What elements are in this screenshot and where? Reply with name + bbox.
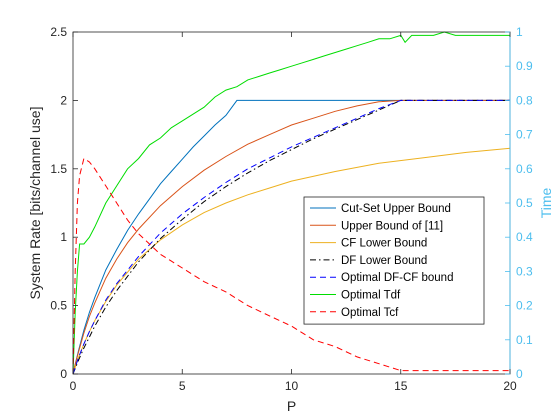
series-line-df-lower-bound [72, 99, 510, 375]
series-line-cf-lower-bound [72, 147, 511, 375]
y-right-tick-label: 0.4 [516, 230, 533, 244]
legend-label: Cut-Set Upper Bound [341, 203, 451, 215]
legend-label: Optimal Tdf [341, 290, 401, 302]
y-tick-label: 0.5 [50, 299, 67, 313]
y-tick-label: 1.5 [50, 162, 67, 176]
series-line-upper-bound-of-11 [72, 99, 510, 375]
series-layer [72, 31, 511, 375]
y-right-tick-label: 0.3 [516, 264, 533, 278]
y-tick-label: 0 [60, 367, 67, 381]
legend-label: Optimal DF-CF bound [341, 272, 453, 284]
y-right-tick-label: 0.1 [516, 333, 533, 347]
series-line-optimal-df-cf-bound [72, 99, 510, 375]
y-axis-label: System Rate [bits/channel use] [27, 107, 43, 300]
x-axis-label: P [287, 398, 296, 414]
series-line-optimal-tcf [72, 157, 510, 375]
y-right-axis-label: Time [538, 187, 554, 218]
x-tick-label: 10 [285, 379, 299, 393]
x-tick-label: 20 [503, 379, 517, 393]
x-tick-label: 0 [70, 379, 77, 393]
y-right-tick-label: 1 [516, 25, 523, 39]
x-tick-label: 15 [394, 379, 408, 393]
y-right-tick-label: 0 [516, 367, 523, 381]
y-right-tick-label: 0.2 [516, 299, 533, 313]
legend-label: Optimal Tcf [341, 307, 399, 319]
legend-label: CF Lower Bound [341, 238, 427, 250]
y-tick-label: 1 [60, 230, 67, 244]
x-tick-label: 5 [179, 379, 186, 393]
axes-layer: 0 5 10 15 2000.511.522.500.10.20.30.40.50.60… [27, 25, 554, 414]
y-right-tick-label: 0.6 [516, 162, 533, 176]
y-tick-label: 2.5 [50, 25, 67, 39]
y-right-tick-label: 0.7 [516, 128, 533, 142]
y-right-tick-label: 0.5 [516, 196, 533, 210]
series-line-cut-set-upper-bound [72, 99, 510, 375]
y-right-tick-label: 0.8 [516, 93, 533, 107]
legend-label: DF Lower Bound [341, 255, 427, 267]
legend-label: Upper Bound of [11] [341, 220, 443, 232]
legend-box [303, 196, 485, 325]
y-right-tick-label: 0.9 [516, 59, 533, 73]
y-tick-label: 2 [60, 93, 67, 107]
legend: Cut-Set Upper Bound Upper Bound of [11] CF… [303, 196, 485, 325]
